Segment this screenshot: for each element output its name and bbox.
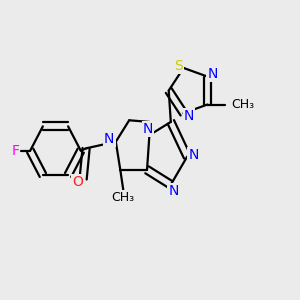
Text: O: O	[72, 175, 83, 189]
Text: CH₃: CH₃	[231, 98, 254, 111]
Text: S: S	[174, 59, 182, 73]
Text: F: F	[11, 144, 20, 158]
Text: N: N	[169, 184, 179, 198]
Text: N: N	[184, 109, 194, 123]
Text: N: N	[143, 122, 153, 136]
Text: N: N	[188, 148, 199, 162]
Text: N: N	[104, 132, 115, 146]
Text: N: N	[208, 67, 218, 81]
Text: CH₃: CH₃	[112, 191, 135, 204]
